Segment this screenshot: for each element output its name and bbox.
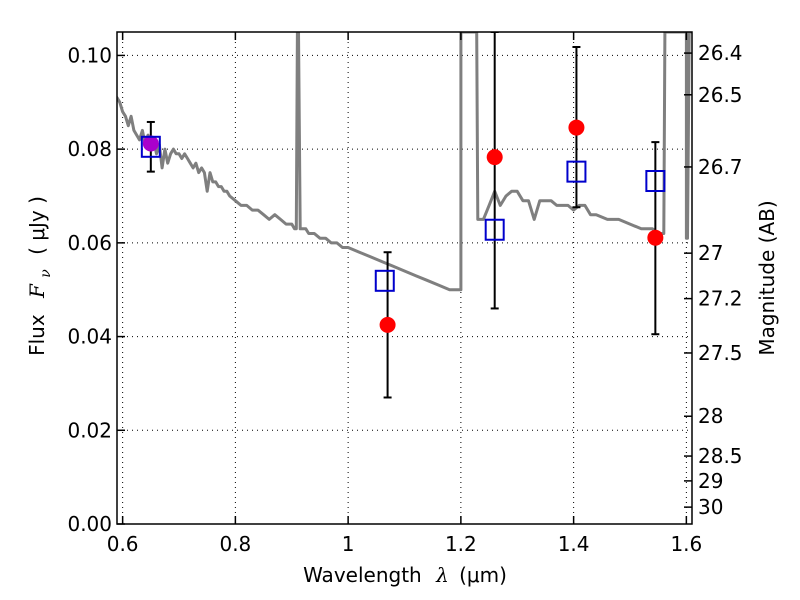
y-tick-label-3: 0.06 bbox=[67, 231, 112, 255]
plot-layer: 0.6 0.8 1 1.2 1.4 1.6 0.00 0.02 0.04 0.06 0.08 0.10… bbox=[67, 31, 743, 556]
x-tick-label-0: 0.6 bbox=[107, 532, 139, 556]
model-point-4 bbox=[645, 170, 666, 193]
right-axis-label: Magnitude (AB) bbox=[755, 200, 779, 355]
y-tick-label-4: 0.08 bbox=[67, 137, 112, 161]
axis-ticks: 0.6 0.8 1 1.2 1.4 1.6 0.00 0.02 0.04 0.06 0.08 0.10… bbox=[67, 32, 743, 556]
x-axis-label: Wavelength λ (μm) bbox=[303, 563, 507, 587]
y-tick-label-1: 0.02 bbox=[67, 418, 112, 442]
right-tick-label-4: 27.2 bbox=[698, 287, 743, 311]
model-point-3 bbox=[566, 160, 587, 183]
x-tick-label-1: 0.8 bbox=[219, 532, 251, 556]
y-tick-label-2: 0.04 bbox=[67, 325, 112, 349]
data-points-layer bbox=[140, 32, 666, 399]
model-point-2 bbox=[484, 218, 505, 241]
plot-area bbox=[117, 32, 692, 524]
right-tick-label-8: 29 bbox=[698, 469, 723, 493]
model-point-1 bbox=[374, 269, 395, 292]
optical-point-marker bbox=[142, 135, 159, 152]
y-tick-label-5: 0.10 bbox=[67, 43, 112, 67]
observed-point-3 bbox=[647, 229, 664, 246]
x-tick-label-5: 1.6 bbox=[670, 532, 702, 556]
observed-point-2 bbox=[568, 119, 585, 136]
right-tick-label-6: 28 bbox=[698, 404, 723, 428]
observed-point-1 bbox=[486, 149, 503, 166]
y-tick-label-0: 0.00 bbox=[67, 512, 112, 536]
model-point-0 bbox=[140, 135, 161, 158]
axes-text: Wavelength λ (μm) Flux F ν ( μJy ) Magni… bbox=[25, 196, 779, 587]
observed-point-0 bbox=[379, 316, 396, 333]
sed-model-curve bbox=[117, 32, 692, 292]
x-tick-label-3: 1.2 bbox=[445, 532, 477, 556]
right-tick-label-3: 27 bbox=[698, 241, 723, 265]
x-tick-label-4: 1.4 bbox=[558, 532, 590, 556]
x-tick-label-2: 1 bbox=[342, 532, 355, 556]
right-tick-label-9: 30 bbox=[698, 495, 723, 519]
right-tick-label-0: 26.4 bbox=[698, 41, 743, 65]
right-tick-label-5: 27.5 bbox=[698, 341, 743, 365]
right-tick-label-7: 28.5 bbox=[698, 444, 743, 468]
plot-frame bbox=[116, 31, 693, 525]
right-tick-label-1: 26.5 bbox=[698, 83, 743, 107]
y-axis-label: Flux F ν ( μJy ) bbox=[25, 196, 55, 356]
right-tick-label-2: 26.7 bbox=[698, 155, 743, 179]
